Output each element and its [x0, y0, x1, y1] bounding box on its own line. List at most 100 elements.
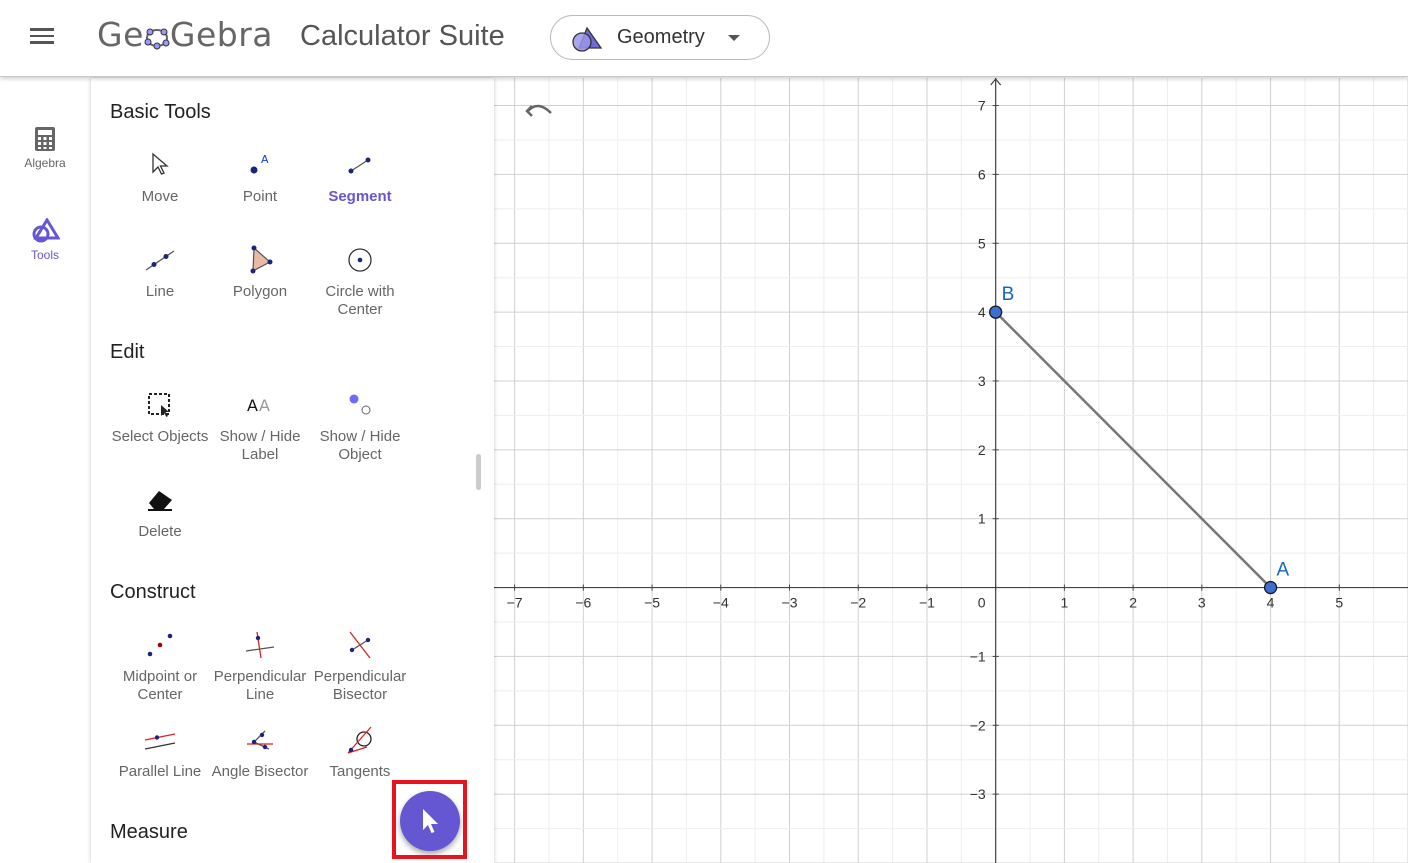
geometry-app-icon — [572, 26, 603, 52]
x-tick-label: −4 — [713, 595, 729, 611]
section-title-basic-tools: Basic Tools — [110, 101, 211, 123]
tool-line[interactable]: Line — [110, 243, 210, 301]
tool-perpendicular-bisector-label: Perpendicular Bisector — [313, 668, 407, 703]
tools-panel-scrollbar[interactable] — [476, 454, 481, 490]
svg-text:A: A — [247, 396, 258, 415]
y-tick-label: −1 — [970, 648, 986, 664]
perpendicular-bisector-icon — [349, 631, 371, 659]
midpoint-icon — [147, 633, 173, 657]
tool-tangents[interactable]: Tangents — [310, 723, 410, 781]
y-tick-label: −3 — [970, 786, 986, 802]
calculator-icon — [35, 127, 55, 151]
y-tick-label: −2 — [970, 717, 986, 733]
tool-perpendicular-line[interactable]: Perpendicular Line — [210, 628, 310, 704]
x-tick-label: 2 — [1129, 595, 1137, 611]
tool-angle-bisector-label: Angle Bisector — [211, 763, 309, 780]
x-tick-label: 0 — [978, 595, 986, 611]
y-tick-label: 4 — [978, 304, 986, 320]
line-icon — [145, 250, 175, 271]
svg-text:A: A — [259, 396, 270, 415]
x-tick-label: −2 — [850, 595, 866, 611]
tool-perpendicular-bisector[interactable]: Perpendicular Bisector — [310, 628, 410, 704]
move-arrow-icon — [152, 152, 169, 175]
y-tick-label: 7 — [978, 98, 986, 114]
app-selector-dropdown[interactable]: Geometry — [550, 15, 770, 60]
tool-move[interactable]: Move — [110, 148, 210, 206]
x-tick-label: −3 — [782, 595, 798, 611]
segment-ab — [994, 311, 1272, 589]
hamburger-menu-icon[interactable] — [30, 24, 60, 52]
tangents-icon — [347, 726, 372, 754]
rail-item-tools-label: Tools — [30, 248, 59, 262]
x-tick-label: −1 — [919, 595, 935, 611]
eraser-icon — [148, 491, 172, 511]
tool-point-label: Point — [242, 188, 278, 205]
tool-polygon-label: Polygon — [232, 283, 288, 300]
move-tool-fab[interactable] — [400, 791, 460, 851]
y-tick-label: 1 — [978, 511, 986, 527]
y-axis-arrow — [990, 78, 1002, 86]
tools-panel: Basic Tools Move A Point Segment Line Po… — [91, 78, 494, 863]
tool-select-objects-label: Select Objects — [111, 428, 209, 445]
x-tick-label: −7 — [507, 595, 523, 611]
svg-text:A: A — [261, 153, 269, 166]
app-selector-label: Geometry — [617, 26, 705, 48]
angle-bisector-icon — [247, 730, 273, 750]
geometry-tools-icon — [32, 218, 60, 243]
select-objects-icon — [148, 393, 170, 417]
x-tick-label: −5 — [644, 595, 660, 611]
tool-circle-center[interactable]: Circle with Center — [310, 243, 410, 319]
perpendicular-line-icon — [245, 631, 275, 659]
polygon-icon — [250, 245, 273, 274]
point-label-b: B — [1002, 284, 1015, 305]
tool-segment-label: Segment — [328, 188, 392, 205]
side-rail: Algebra Tools — [0, 78, 90, 863]
x-tick-label: 3 — [1198, 595, 1206, 611]
point-label-a: A — [1277, 560, 1290, 581]
tool-tangents-label: Tangents — [329, 763, 391, 780]
coordinate-grid[interactable]: −7 −6 −5 −4 −3 −2 −1 0 1 2 3 4 5 7 6 5 4 3 2 1 −1 −2 −3 A B — [494, 78, 1408, 863]
show-hide-object-icon — [349, 394, 371, 415]
section-title-measure: Measure — [110, 821, 188, 843]
suite-title: Calculator Suite — [300, 20, 505, 52]
tool-parallel-line-label: Parallel Line — [118, 763, 202, 780]
tool-segment[interactable]: Segment — [310, 148, 410, 206]
x-tick-label: 1 — [1060, 595, 1068, 611]
segment-icon — [348, 157, 371, 174]
y-tick-label: 3 — [978, 373, 986, 389]
tool-angle-bisector[interactable]: Angle Bisector — [210, 723, 310, 781]
rail-item-algebra-label: Algebra — [24, 156, 66, 170]
cursor-arrow-icon — [423, 809, 438, 833]
tool-point[interactable]: A Point — [210, 148, 310, 206]
tool-polygon[interactable]: Polygon — [210, 243, 310, 301]
tool-midpoint[interactable]: Midpoint or Center — [110, 628, 210, 704]
tool-parallel-line[interactable]: Parallel Line — [110, 723, 210, 781]
point-icon: A — [250, 153, 269, 174]
graphics-view[interactable]: −7 −6 −5 −4 −3 −2 −1 0 1 2 3 4 5 7 6 5 4 3 2 1 −1 −2 −3 A B — [494, 78, 1408, 863]
tool-show-hide-object[interactable]: Show / Hide Object — [310, 388, 410, 464]
x-tick-label: −6 — [575, 595, 591, 611]
rail-item-tools[interactable]: Tools — [0, 218, 90, 262]
undo-icon[interactable] — [524, 100, 554, 125]
tool-midpoint-label: Midpoint or Center — [122, 668, 198, 703]
rail-item-algebra[interactable]: Algebra — [0, 126, 90, 170]
app-header: Ge Gebra Calculator Suite Geometry — [0, 0, 1408, 77]
y-tick-label: 6 — [978, 166, 986, 182]
x-tick-label: 4 — [1267, 595, 1275, 611]
section-title-construct: Construct — [110, 581, 196, 603]
point-a — [1263, 580, 1278, 595]
section-title-edit: Edit — [110, 341, 145, 363]
logo-ellipse-icon — [144, 28, 170, 50]
y-tick-label: 2 — [978, 442, 986, 458]
circle-center-icon — [348, 248, 372, 272]
y-tick-label: 5 — [978, 235, 986, 251]
tool-move-label: Move — [141, 188, 179, 205]
tool-select-objects[interactable]: Select Objects — [110, 388, 210, 446]
geogebra-logo: Ge Gebra — [97, 15, 273, 54]
parallel-line-icon — [144, 733, 176, 750]
tool-delete[interactable]: Delete — [110, 483, 210, 541]
tool-show-hide-label-label: Show / Hide Label — [219, 428, 301, 463]
point-b — [989, 305, 1003, 319]
